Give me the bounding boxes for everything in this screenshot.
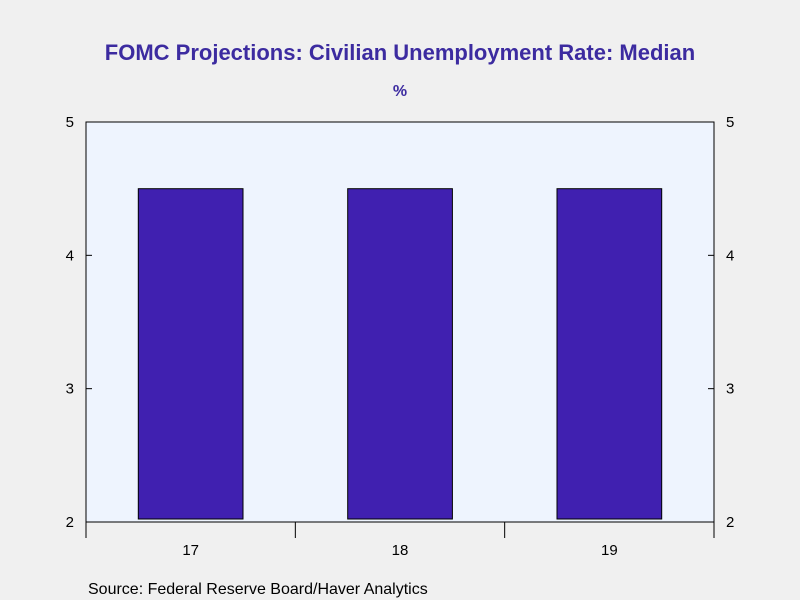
right-y-tick-label: 5 [726,114,734,131]
right-y-tick-label: 2 [726,514,734,531]
x-tick-label: 19 [601,542,618,559]
bar-18 [347,188,453,520]
left-y-tick-label: 5 [66,114,74,131]
bar-19 [556,188,663,520]
bars-group [137,188,663,520]
x-axis-group: 17 18 19 [85,522,715,559]
x-tick-label: 18 [392,542,409,559]
chart-subtitle: % [393,83,407,100]
y-axes-group: 2 2 3 3 4 4 5 5 [66,114,735,531]
left-y-tick-label: 2 [66,514,74,531]
left-y-tick-label: 3 [66,381,74,398]
bar-17 [137,188,244,520]
right-y-tick-label: 3 [726,381,734,398]
left-y-tick-label: 4 [66,247,74,264]
x-tick-label: 17 [182,542,199,559]
source-note: Source: Federal Reserve Board/Haver Anal… [88,581,428,598]
chart-title: FOMC Projections: Civilian Unemployment … [105,40,695,65]
right-y-tick-label: 4 [726,247,734,264]
